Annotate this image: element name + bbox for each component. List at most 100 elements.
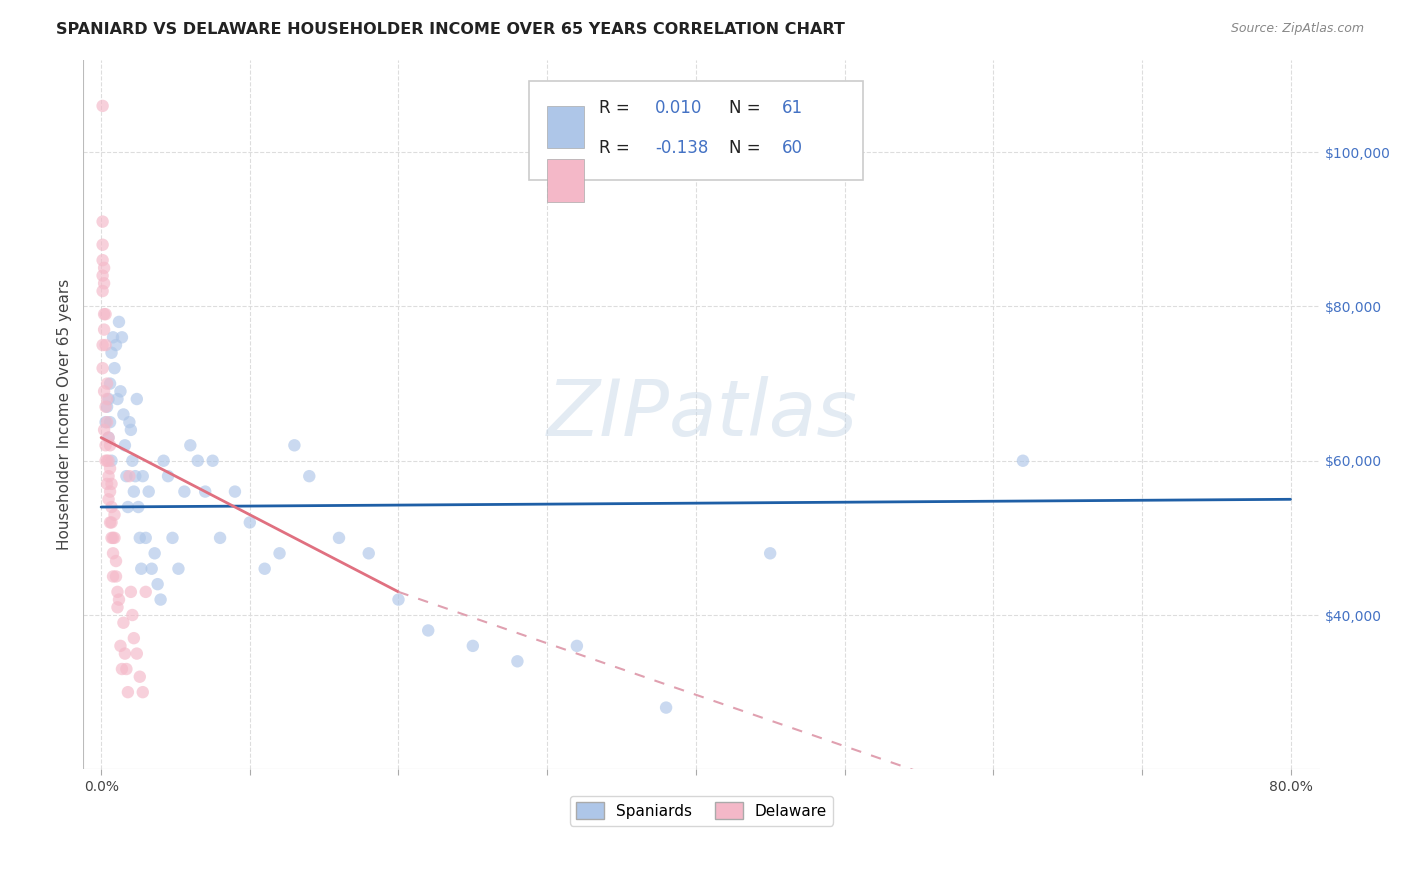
Point [93, 423, 115, 437]
Point [97, 431, 120, 445]
Point [105, 569, 128, 583]
Point [107, 392, 129, 406]
Point [121, 454, 143, 468]
Point [94, 454, 117, 468]
Point [115, 469, 138, 483]
Point [239, 516, 262, 530]
Point [91, 361, 114, 376]
Point [100, 345, 122, 359]
Point [97, 469, 120, 483]
Point [298, 469, 321, 483]
Point [138, 484, 160, 499]
Point [115, 662, 138, 676]
Point [96, 392, 118, 406]
Point [118, 415, 141, 429]
Point [96, 376, 118, 391]
Point [91, 268, 114, 283]
Point [128, 531, 150, 545]
FancyBboxPatch shape [529, 81, 863, 180]
Point [565, 639, 588, 653]
Point [387, 592, 409, 607]
Text: R =: R = [599, 99, 636, 117]
Point [96, 476, 118, 491]
Point [112, 615, 135, 630]
Point [224, 484, 246, 499]
Point [91, 99, 114, 113]
Point [105, 554, 128, 568]
Point [118, 469, 141, 483]
Point [97, 492, 120, 507]
Point [100, 531, 122, 545]
Text: Source: ZipAtlas.com: Source: ZipAtlas.com [1230, 22, 1364, 36]
Point [141, 562, 163, 576]
Point [91, 284, 114, 298]
Point [201, 454, 224, 468]
Point [91, 253, 114, 268]
Point [127, 500, 149, 514]
Point [655, 700, 678, 714]
Point [120, 423, 142, 437]
Point [152, 454, 174, 468]
Point [100, 476, 122, 491]
Point [759, 546, 782, 560]
Point [128, 670, 150, 684]
Text: N =: N = [728, 99, 766, 117]
Point [100, 500, 122, 514]
Point [101, 569, 124, 583]
Point [103, 361, 125, 376]
Point [103, 508, 125, 522]
Point [96, 415, 118, 429]
Point [157, 469, 180, 483]
Point [117, 685, 139, 699]
Point [117, 500, 139, 514]
FancyBboxPatch shape [547, 159, 585, 202]
Point [125, 647, 148, 661]
Point [124, 469, 146, 483]
Point [162, 531, 184, 545]
FancyBboxPatch shape [547, 106, 585, 148]
Point [93, 277, 115, 291]
Point [91, 214, 114, 228]
Point [129, 562, 152, 576]
Point [179, 438, 201, 452]
Point [110, 639, 132, 653]
Point [132, 469, 155, 483]
Point [173, 484, 195, 499]
Text: N =: N = [728, 139, 766, 157]
Point [94, 338, 117, 352]
Point [110, 384, 132, 399]
Point [418, 624, 440, 638]
Point [98, 461, 121, 475]
Point [98, 438, 121, 452]
Point [135, 585, 157, 599]
Point [122, 484, 145, 499]
Point [357, 546, 380, 560]
Text: R =: R = [599, 139, 636, 157]
Point [98, 484, 121, 499]
Point [167, 562, 190, 576]
Point [98, 415, 121, 429]
Point [97, 431, 120, 445]
Point [91, 237, 114, 252]
Point [187, 454, 209, 468]
Point [283, 438, 305, 452]
Text: SPANIARD VS DELAWARE HOUSEHOLDER INCOME OVER 65 YEARS CORRELATION CHART: SPANIARD VS DELAWARE HOUSEHOLDER INCOME … [56, 22, 845, 37]
Point [149, 592, 172, 607]
Point [98, 516, 121, 530]
Point [94, 415, 117, 429]
Point [121, 607, 143, 622]
Point [253, 562, 276, 576]
Point [112, 408, 135, 422]
Point [103, 531, 125, 545]
Point [94, 307, 117, 321]
Point [97, 392, 120, 406]
Text: 60: 60 [782, 139, 803, 157]
Point [132, 685, 155, 699]
Point [328, 531, 350, 545]
Point [114, 438, 136, 452]
Point [143, 546, 166, 560]
Point [93, 384, 115, 399]
Point [107, 600, 129, 615]
Point [101, 330, 124, 344]
Point [506, 654, 529, 668]
